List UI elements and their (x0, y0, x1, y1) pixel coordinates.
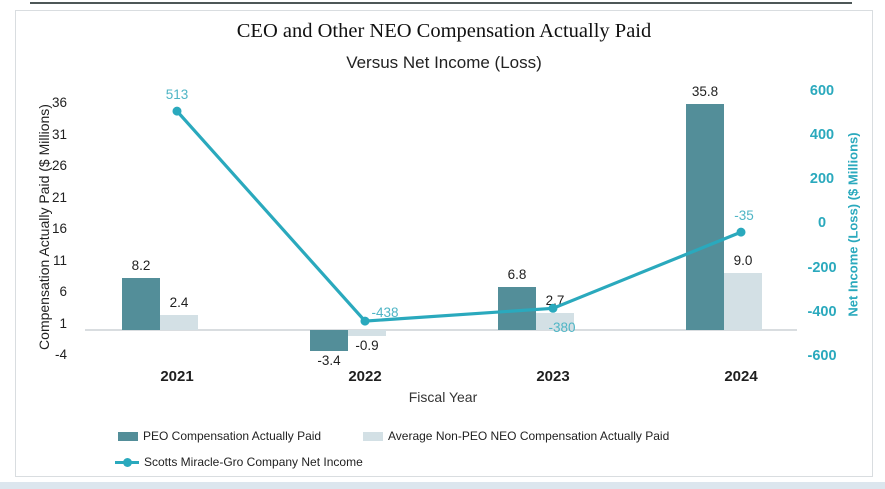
bar-non-peo (724, 273, 762, 330)
bar-value-label: 9.0 (733, 253, 753, 269)
x-axis-title: Fiscal Year (408, 389, 478, 405)
bottom-strip (0, 482, 885, 489)
right-axis-tick: 400 (809, 127, 835, 144)
left-axis-tick: 36 (51, 95, 67, 111)
bar-value-label: 2.4 (169, 294, 189, 310)
line-value-label: -438 (371, 305, 399, 321)
right-axis-tick: 0 (817, 215, 827, 232)
line-value-label: -380 (548, 320, 576, 336)
right-axis-tick: -200 (807, 259, 837, 276)
line-value-label: -35 (734, 208, 754, 224)
left-axis-tick: 21 (51, 189, 67, 205)
top-divider-line (30, 2, 852, 4)
category-label: 2021 (160, 368, 194, 385)
right-axis-tick: 600 (809, 82, 835, 99)
legend-swatch-net-income-line (115, 457, 139, 467)
bar-value-label: -0.9 (355, 337, 379, 353)
right-axis-tick: -400 (807, 303, 837, 320)
left-axis-tick: 1 (59, 315, 67, 331)
category-label: 2022 (348, 368, 382, 385)
legend-swatch-non-peo (363, 431, 383, 441)
left-axis-tick: 16 (51, 221, 67, 237)
chart-container (15, 10, 873, 477)
left-axis-tick: 26 (51, 158, 67, 174)
bar-value-label: -3.4 (317, 353, 341, 369)
right-axis-tick: 200 (809, 171, 835, 188)
bar-non-peo (160, 314, 198, 330)
bar-value-label: 2.7 (545, 292, 565, 308)
left-axis-tick: -4 (54, 347, 67, 363)
category-axis-line (85, 329, 797, 331)
legend-label-non-peo: Average Non-PEO NEO Compensation Actuall… (388, 429, 670, 443)
chart-subtitle: Versus Net Income (Loss) (346, 53, 542, 72)
legend-label-peo: PEO Compensation Actually Paid (143, 429, 322, 443)
legend-swatch-peo (118, 431, 138, 441)
legend-item-net-income: Scotts Miracle-Gro Company Net Income (115, 455, 363, 469)
bar-peo (122, 278, 160, 330)
left-axis-tick: 11 (52, 252, 67, 268)
category-label: 2023 (536, 368, 570, 385)
left-axis-tick: 6 (59, 284, 67, 300)
legend-label-net-income: Scotts Miracle-Gro Company Net Income (144, 455, 363, 469)
legend-item-peo: PEO Compensation Actually Paid (118, 429, 321, 443)
bar-value-label: 6.8 (507, 267, 527, 283)
right-axis-title: Net Income (Loss) ($ Millions) (845, 132, 861, 317)
line-value-label: 513 (165, 87, 189, 103)
legend-item-non-peo: Average Non-PEO NEO Compensation Actuall… (363, 429, 669, 443)
left-axis-tick: 31 (51, 126, 67, 142)
bar-peo (310, 330, 348, 352)
chart-title: CEO and Other NEO Compensation Actually … (236, 20, 652, 42)
bar-non-peo (348, 330, 386, 336)
category-label: 2024 (724, 368, 758, 385)
bar-value-label: 8.2 (131, 258, 151, 274)
right-axis-tick: -600 (807, 347, 837, 364)
bar-value-label: 35.8 (691, 84, 719, 100)
